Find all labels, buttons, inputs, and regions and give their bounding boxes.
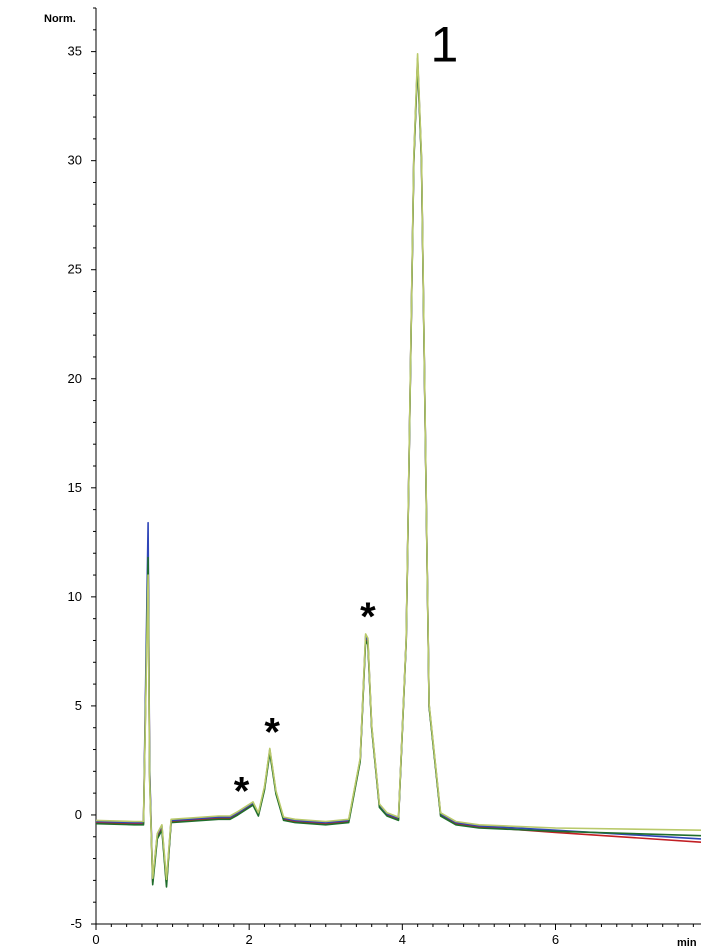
peak-number-label: 1 (431, 16, 459, 72)
series-line-3 (95, 61, 701, 888)
y-tick-label: 5 (75, 698, 82, 713)
peak-asterisk: * (264, 711, 280, 755)
y-tick-label: 10 (68, 589, 82, 604)
peak-asterisk: * (234, 770, 250, 814)
y-tick-label: 30 (68, 153, 82, 168)
y-tick-label: 0 (75, 807, 82, 822)
x-tick-label: 2 (246, 932, 253, 947)
x-tick-label: 6 (552, 932, 559, 947)
series-line-1 (95, 59, 701, 886)
annotation-layer: * * * 1 (234, 16, 459, 813)
y-axis: -5 0 5 10 15 20 25 30 35 (68, 7, 96, 931)
series-line-2 (95, 57, 701, 884)
y-tick-label: -5 (70, 916, 82, 931)
y-tick-label: 20 (68, 371, 82, 386)
peak-asterisk: * (360, 595, 376, 639)
x-tick-label: 4 (399, 932, 406, 947)
y-tick-label: 15 (68, 480, 82, 495)
plot-frame (95, 8, 701, 925)
y-tick-label: 25 (68, 262, 82, 277)
y-tick-label: 35 (68, 44, 82, 59)
x-tick-label: 0 (92, 932, 99, 947)
series-line-4 (95, 53, 701, 881)
y-axis-label: Norm. (44, 13, 76, 25)
series-layer (95, 53, 701, 888)
x-axis-label: min (677, 937, 697, 949)
x-axis: 0 2 4 6 (92, 924, 694, 947)
